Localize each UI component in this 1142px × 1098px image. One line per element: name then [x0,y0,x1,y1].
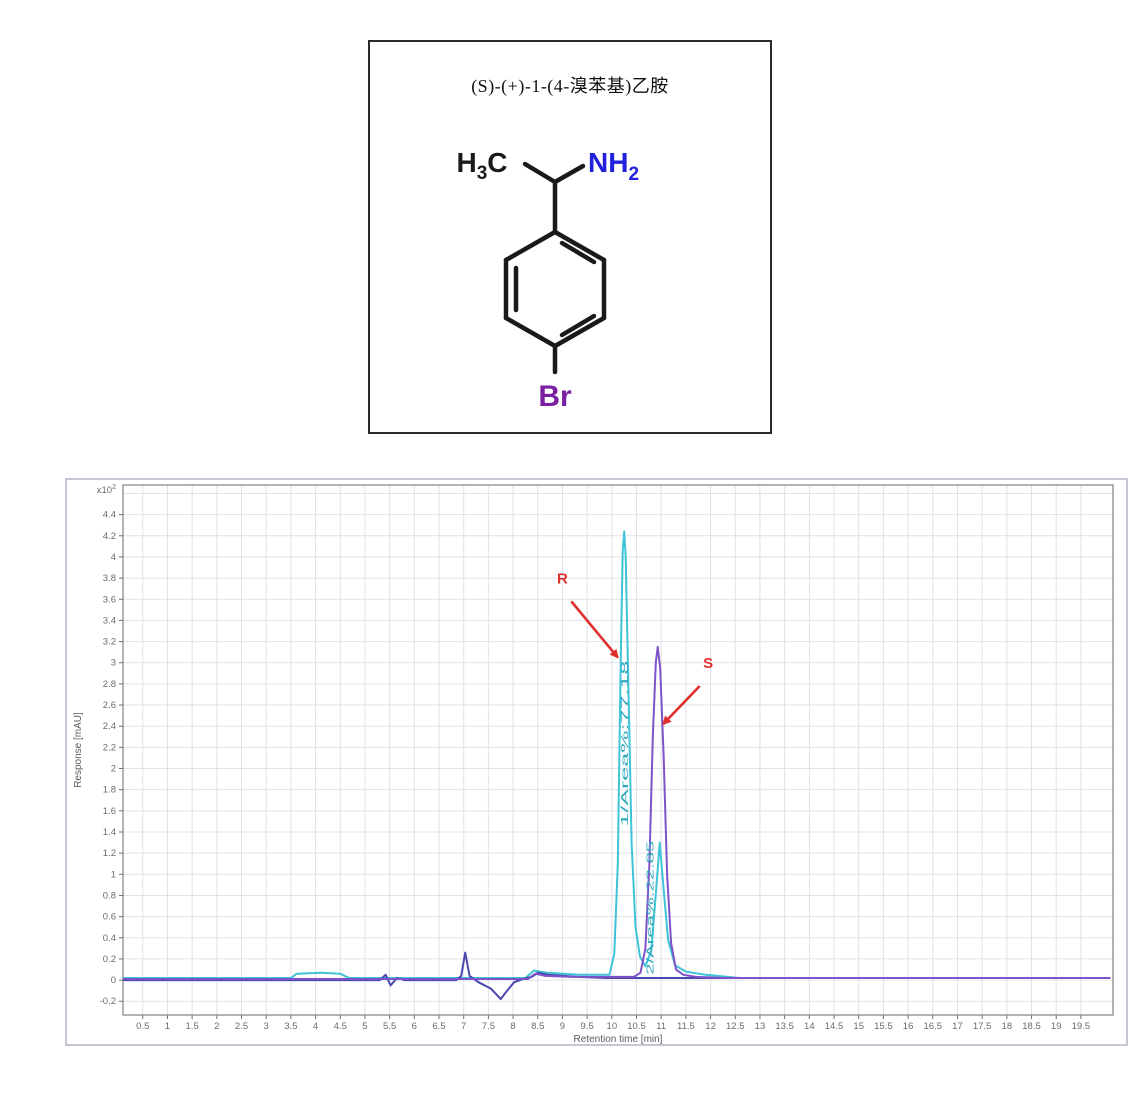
y-tick-label: 2.6 [103,700,116,711]
x-tick-label: 4.5 [334,1021,347,1032]
y-tick-label: 2.8 [103,679,116,690]
x-tick-label: 10 [607,1021,618,1032]
annotation-arrow [570,600,619,659]
y-tick-label: -0.2 [100,996,116,1007]
double-bond-inner [559,240,597,265]
standard-trace-purple [123,645,1111,980]
y-tick-label: 0.2 [103,954,116,965]
x-tick-label: 14.5 [825,1021,844,1032]
x-tick-label: 10.5 [627,1021,646,1032]
y-tick-label: 4.4 [103,510,116,521]
x-tick-label: 19 [1051,1021,1062,1032]
x-tick-label: 7.5 [482,1021,495,1032]
x-tick-label: 5 [362,1021,367,1032]
y-tick-label: 1.8 [103,785,116,796]
y-tick-label: 3 [111,658,116,669]
x-tick-label: 14 [804,1021,815,1032]
ring-edge [552,315,607,349]
y-tick-label: 2.4 [103,721,116,732]
x-tick-label: 5.5 [383,1021,396,1032]
y-axis-unit-label: x102 [97,484,116,496]
bond-group [503,161,607,375]
ring-edge [503,315,558,349]
x-tick-label: 12.5 [726,1021,745,1032]
compound-name: (S)-(+)-1-(4-溴苯基)乙胺 [471,76,669,96]
molecule-drawing: H3C NH2 Br [456,147,639,413]
x-tick-label: 9.5 [581,1021,594,1032]
x-tick-label: 7 [461,1021,466,1032]
baseline-trace-navy [123,951,1111,1001]
x-tick-label: 15 [853,1021,864,1032]
x-tick-label: 1.5 [186,1021,199,1032]
y-axis-title: Response [mAU] [73,712,84,788]
structure-panel: (S)-(+)-1-(4-溴苯基)乙胺 H3C NH2 Br [368,40,772,434]
x-tick-label: 11 [656,1021,666,1032]
x-tick-label: 16.5 [924,1021,943,1032]
x-tick-label: 13.5 [775,1021,794,1032]
plot-frame [122,484,1114,1016]
x-tick-label: 1 [165,1021,170,1032]
x-tick-label: 15.5 [874,1021,893,1032]
x-tick-label: 2.5 [235,1021,248,1032]
chromatogram-plot: -0.2 0 0.2 0.4 0.6 0.8 1 1.2 1.4 1.6 1.8 2 2.2 2.4 2.6… [73,484,1114,1044]
y-tick-label: 0.8 [103,890,116,901]
ring-edge [503,229,558,263]
double-bond-inner [559,313,597,338]
y-tick-label: 4 [111,552,116,563]
x-tick-label: 18 [1002,1021,1013,1032]
y-tick-label: 3.2 [103,637,116,648]
x-tick-label: 18.5 [1022,1021,1041,1032]
y-tick-label: 3.4 [103,615,116,626]
x-tick-label: 0.5 [136,1021,149,1032]
x-tick-label: 6 [412,1021,417,1032]
y-tick-label: 1 [111,869,116,880]
y-tick-label: 3.6 [103,594,116,605]
x-tick-label: 19.5 [1072,1021,1091,1032]
x-tick-label: 16 [903,1021,914,1032]
x-tick-label: 12 [705,1021,716,1032]
bond-methyl [522,161,558,185]
y-tick-label: 2 [111,764,116,775]
x-axis-title: Retention time [min] [574,1034,663,1044]
annotation-arrow [662,685,701,726]
y-tick-label: 4.2 [103,531,116,542]
peak-area-label: 1/Area%:77.18 [620,660,631,827]
enantiomer-label-R: R [557,570,568,587]
x-tick-label: 3.5 [284,1021,297,1032]
x-tick-label: 8 [510,1021,515,1032]
x-tick-label: 4 [313,1021,318,1032]
x-tick-label: 11.5 [677,1021,695,1032]
sample-trace-cyan [123,530,1111,979]
y-tick-label: 1.2 [103,848,116,859]
x-tick-label: 8.5 [531,1021,544,1032]
bond-amine [552,163,586,185]
chromatogram-panel: -0.2 0 0.2 0.4 0.6 0.8 1 1.2 1.4 1.6 1.8 2 2.2 2.4 2.6… [65,478,1128,1046]
methyl-label: H3C [456,147,507,184]
peak-area-label: 2/Area%:22.85 [645,840,656,975]
x-tick-label: 2 [214,1021,219,1032]
bromine-label: Br [538,380,572,413]
x-tick-label: 17.5 [973,1021,992,1032]
y-tick-label: 3.8 [103,573,116,584]
x-tick-label: 9 [560,1021,565,1032]
x-tick-label: 3 [264,1021,269,1032]
ring-edge [552,229,607,263]
y-tick-label: 2.2 [103,742,116,753]
y-tick-label: 1.4 [103,827,116,838]
amine-label: NH2 [588,147,639,185]
x-tick-label: 13 [755,1021,766,1032]
y-tick-label: 0.4 [103,933,116,944]
x-tick-label: 17 [952,1021,963,1032]
x-tick-label: 6.5 [432,1021,445,1032]
y-tick-label: 0 [111,975,116,986]
y-tick-label: 1.6 [103,806,116,817]
y-tick-label: 0.6 [103,912,116,923]
enantiomer-label-S: S [703,655,713,672]
